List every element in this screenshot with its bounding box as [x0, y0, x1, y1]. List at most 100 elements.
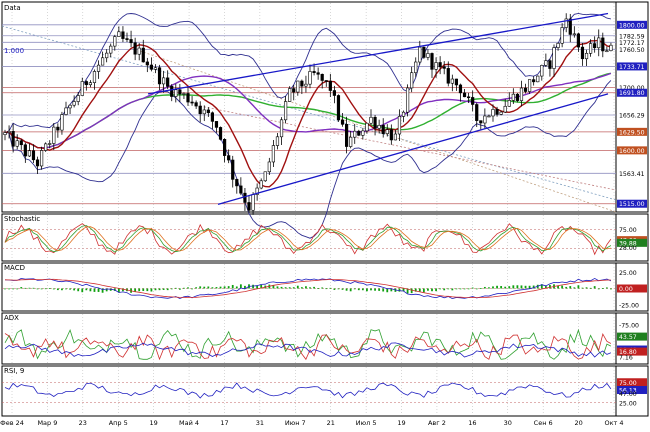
x-axis: Фев 24 Мар 9 23 Апр 5 19 Май 4 17 31 Июн 7 21 Июл …	[0, 419, 623, 427]
candle-body	[584, 52, 589, 60]
x-tick-label: 19	[150, 419, 158, 427]
macd-histogram-bar	[463, 288, 466, 290]
price-axis-tag	[617, 88, 647, 97]
candle-body	[52, 126, 56, 144]
stochastic-line	[4, 223, 612, 256]
macd-histogram-bar	[276, 286, 279, 289]
candle-body	[190, 101, 194, 104]
macd-histogram-bar	[406, 288, 409, 294]
candle-body	[588, 43, 593, 54]
candle-body	[162, 77, 166, 85]
x-tick-label: Сен 6	[534, 419, 553, 427]
candle-body	[76, 95, 80, 102]
macd-histogram-bar	[36, 288, 39, 290]
macd-histogram-bar	[544, 286, 547, 289]
macd-histogram-bar	[146, 288, 149, 292]
macd-histogram-bar	[528, 285, 531, 289]
ma-red-line	[4, 39, 612, 188]
macd-histogram-bar	[325, 288, 328, 290]
macd-histogram-bar	[516, 285, 519, 289]
macd-histogram-bar	[435, 288, 437, 292]
candle-body	[328, 80, 332, 91]
macd-histogram-bar	[142, 288, 145, 291]
candle-body	[353, 130, 357, 138]
macd-histogram-bar	[219, 286, 222, 289]
macd-histogram-bar	[557, 285, 559, 289]
macd-histogram-bar	[117, 288, 120, 293]
macd-histogram-bar	[431, 288, 433, 292]
macd-axis-tag	[617, 284, 647, 293]
macd-histogram-bar	[366, 288, 368, 292]
candle-body	[438, 62, 442, 68]
stochastic-axis-tick: 39.88	[619, 240, 637, 247]
candle-body	[377, 124, 381, 129]
candle-body	[92, 71, 97, 83]
rsi-axis-tick: 25.00	[619, 400, 637, 407]
rsi-line	[4, 382, 612, 399]
macd-histogram-bar	[227, 286, 230, 289]
candle-body	[137, 47, 141, 55]
macd-histogram-bar	[85, 288, 88, 291]
macd-histogram-bar	[593, 286, 596, 289]
macd-histogram-bar	[488, 287, 490, 289]
price-pane-title: Data	[4, 4, 21, 12]
macd-histogram-bar	[532, 285, 535, 289]
candle-body	[332, 90, 337, 96]
candle-body	[243, 192, 247, 203]
stochastic-axis-tick: 75.00	[619, 227, 637, 234]
candle-body	[422, 46, 426, 58]
price-axis-tick: 1656.29	[619, 113, 645, 120]
x-tick-label: Апр 5	[109, 419, 128, 427]
price-axis-tick: 1733.71	[619, 64, 645, 71]
candle-body	[487, 115, 491, 118]
candle-body	[239, 185, 243, 194]
macd-histogram-bar	[89, 288, 92, 292]
macd-histogram-bar	[549, 285, 551, 289]
macd-histogram-bar	[536, 284, 539, 289]
candle-body	[11, 131, 15, 147]
candle-body	[96, 64, 101, 72]
candle-body	[113, 36, 117, 47]
macd-histogram-bar	[357, 288, 360, 291]
price-axis-tick: 1782.59	[619, 33, 645, 40]
candle-body	[312, 71, 316, 74]
macd-histogram-bar	[300, 287, 303, 289]
pane-frame-rsi	[1, 365, 649, 417]
macd-histogram-bar	[69, 288, 71, 290]
candle-body	[373, 116, 377, 129]
macd-histogram-bar	[524, 285, 527, 289]
candle-body	[27, 150, 32, 157]
candle-body	[357, 130, 361, 136]
macd-histogram-bar	[370, 288, 372, 291]
macd-histogram-bar	[12, 288, 15, 290]
candle-body	[576, 33, 580, 48]
candle-body	[279, 119, 284, 138]
channel-upper-line	[147, 12, 609, 95]
macd-histogram-bar	[451, 288, 454, 291]
macd-histogram-bar	[174, 287, 177, 289]
candle-body	[292, 88, 296, 93]
adx-axis-tick: 16.80	[619, 349, 637, 356]
macd-histogram-bar	[203, 286, 206, 289]
adx-axis-tick: 43.57	[619, 334, 637, 341]
candle-body	[507, 100, 511, 107]
macd-histogram-bar	[256, 285, 259, 289]
adx-axis-tick: -75.00	[619, 323, 639, 330]
candle-body	[101, 57, 105, 66]
candle-body	[186, 93, 190, 103]
macd-histogram-bar	[162, 288, 165, 290]
candle-body	[267, 161, 271, 173]
candle-body	[458, 84, 463, 94]
price-axis-tick: 1629.50	[619, 129, 645, 136]
candle-body	[560, 27, 564, 44]
candle-body	[288, 88, 292, 102]
adx-line	[4, 333, 612, 361]
macd-histogram-bar	[178, 288, 181, 290]
candle-body	[475, 104, 479, 121]
candle-body	[44, 143, 48, 151]
candle-body	[227, 155, 231, 161]
macd-histogram-bar	[280, 286, 283, 289]
macd-histogram-bar	[581, 287, 584, 289]
macd-histogram-bar	[386, 288, 389, 293]
price-axis-tick: 1760.50	[619, 47, 645, 54]
